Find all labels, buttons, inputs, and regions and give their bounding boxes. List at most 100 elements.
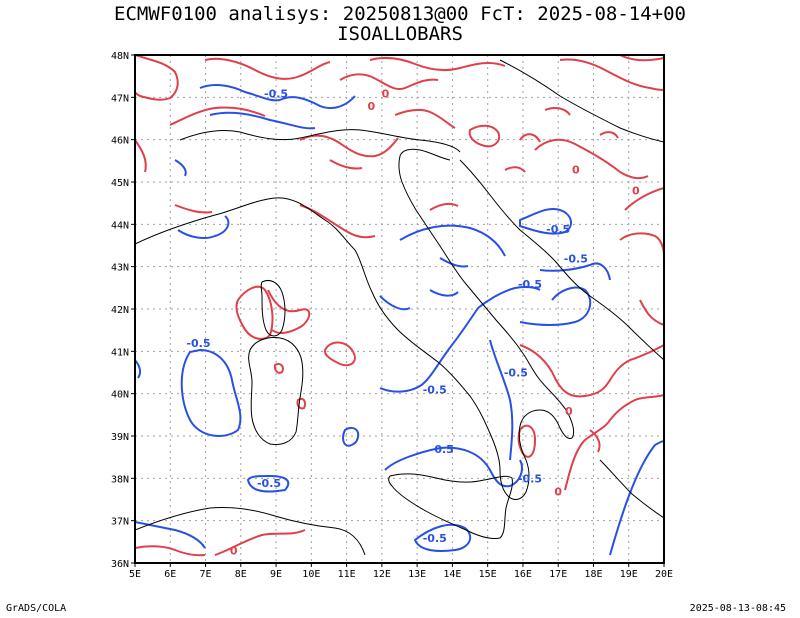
- negative-contour: [429, 289, 459, 297]
- negative-contour: [489, 339, 514, 461]
- y-tick-label: 45N: [111, 178, 129, 189]
- axis-ticks: 5E 6E 7E 8E 9E 10E 11E 12E 13E 14E 15E 16E 17E 18E 19E…: [111, 51, 673, 580]
- adriatic-east-coastline: [459, 159, 664, 361]
- positive-contour: [639, 299, 664, 326]
- positive-contour: [504, 166, 526, 173]
- contour-value-label: 0: [554, 485, 562, 498]
- positive-contour: [599, 131, 619, 139]
- positive-contour: [519, 133, 541, 143]
- contour-value-label: -0.5: [423, 532, 447, 545]
- contour-value-label: 0: [632, 185, 640, 198]
- negative-contour: [180, 349, 242, 437]
- x-tick-label: 6E: [164, 569, 176, 580]
- negative-contour: [342, 426, 360, 447]
- negative-contour: [477, 285, 541, 309]
- positive-contour: [369, 56, 506, 72]
- positive-contour: [204, 57, 331, 80]
- x-tick-label: 11E: [338, 569, 356, 580]
- negative-contour: [519, 208, 572, 235]
- negative-contour: [247, 475, 290, 493]
- x-tick-label: 18E: [584, 569, 602, 580]
- positive-contour: [273, 362, 284, 374]
- positive-contour: [517, 424, 536, 458]
- positive-contour: [394, 108, 456, 129]
- negative-contour: [174, 159, 187, 177]
- y-tick-label: 38N: [111, 474, 129, 485]
- contour-value-label: -0.5: [264, 87, 288, 100]
- positive-contour: [534, 138, 649, 180]
- positive-contour: [135, 545, 206, 557]
- positive-contour: [299, 134, 399, 158]
- negative-contour: [539, 262, 611, 281]
- contour-value-label: -0.5: [430, 443, 454, 456]
- positive-contour: [589, 429, 601, 453]
- y-tick-label: 42N: [111, 305, 129, 316]
- negative-contour: [209, 111, 316, 130]
- negative-contour: [399, 224, 506, 257]
- contour-labels: -0.5 -0.5 -0.5 -0.5 -0.5 -0.5 -0.5 -0.5 -0.5 -0.5…: [186, 87, 640, 557]
- contour-value-label: -0.5: [504, 367, 528, 380]
- contour-value-label: -0.5: [423, 384, 447, 397]
- positive-contour: [299, 204, 376, 239]
- negative-contour: [135, 359, 142, 379]
- positive-contour: [267, 289, 311, 334]
- y-tick-label: 37N: [111, 517, 129, 528]
- contour-value-label: 0: [565, 405, 573, 418]
- contour-value-label: 0: [367, 100, 375, 113]
- contour-value-label: -0.5: [518, 278, 542, 291]
- contour-value-label: -0.5: [257, 477, 281, 490]
- x-tick-label: 13E: [408, 569, 426, 580]
- negative-contour: [379, 307, 479, 393]
- greece-coastline: [599, 459, 664, 519]
- italy-coastline: [135, 148, 575, 500]
- negative-contour: [379, 295, 411, 311]
- sardinia-coastline: [248, 337, 304, 445]
- positive-contour: [329, 159, 363, 170]
- sicily-coastline: [388, 473, 513, 539]
- negative-contour: [199, 84, 281, 102]
- positive-contour: [169, 106, 266, 126]
- negative-contour: [384, 446, 523, 488]
- positive-contour: [214, 529, 306, 556]
- coastlines: [135, 59, 664, 556]
- positive-contour: [468, 124, 501, 148]
- positive-contour: [564, 394, 664, 491]
- balkan-border: [499, 59, 664, 143]
- y-tick-label: 44N: [111, 220, 129, 231]
- positive-contour: [429, 202, 459, 211]
- positive-contour: [339, 73, 439, 90]
- contour-value-label: 0: [382, 87, 390, 100]
- y-tick-label: 46N: [111, 136, 129, 147]
- x-tick-label: 10E: [302, 569, 320, 580]
- positive-contour: [619, 55, 664, 62]
- map-title: ECMWF0100 analisys: 20250813@00 FcT: 202…: [114, 3, 686, 25]
- y-tick-label: 43N: [111, 263, 129, 274]
- contour-value-label: -0.5: [518, 473, 542, 486]
- negative-contour: [414, 523, 472, 552]
- positive-contour: [135, 139, 147, 173]
- y-tick-label: 40N: [111, 390, 129, 401]
- positive-contour: [619, 232, 664, 256]
- positive-contour: [174, 204, 213, 214]
- positive-contour: [559, 58, 664, 91]
- negative-contour: [279, 95, 356, 110]
- x-tick-label: 12E: [373, 569, 391, 580]
- positive-contour: [544, 106, 571, 116]
- y-tick-label: 41N: [111, 347, 129, 358]
- map-subtitle: ISOALLOBARS: [337, 23, 463, 45]
- corsica-coastline: [260, 279, 286, 337]
- positive-contour: [296, 397, 307, 410]
- x-tick-label: 19E: [620, 569, 638, 580]
- y-tick-label: 47N: [111, 93, 129, 104]
- negative-contour: [439, 257, 469, 268]
- x-tick-label: 9E: [270, 569, 282, 580]
- x-tick-label: 15E: [479, 569, 497, 580]
- x-tick-label: 17E: [549, 569, 567, 580]
- generation-timestamp: 2025-08-13-08:45: [689, 603, 786, 614]
- tunisia-coastline: [135, 507, 366, 556]
- x-tick-label: 16E: [514, 569, 532, 580]
- contour-value-label: 0: [572, 164, 580, 177]
- x-tick-label: 5E: [129, 569, 141, 580]
- negative-contour: [177, 215, 230, 239]
